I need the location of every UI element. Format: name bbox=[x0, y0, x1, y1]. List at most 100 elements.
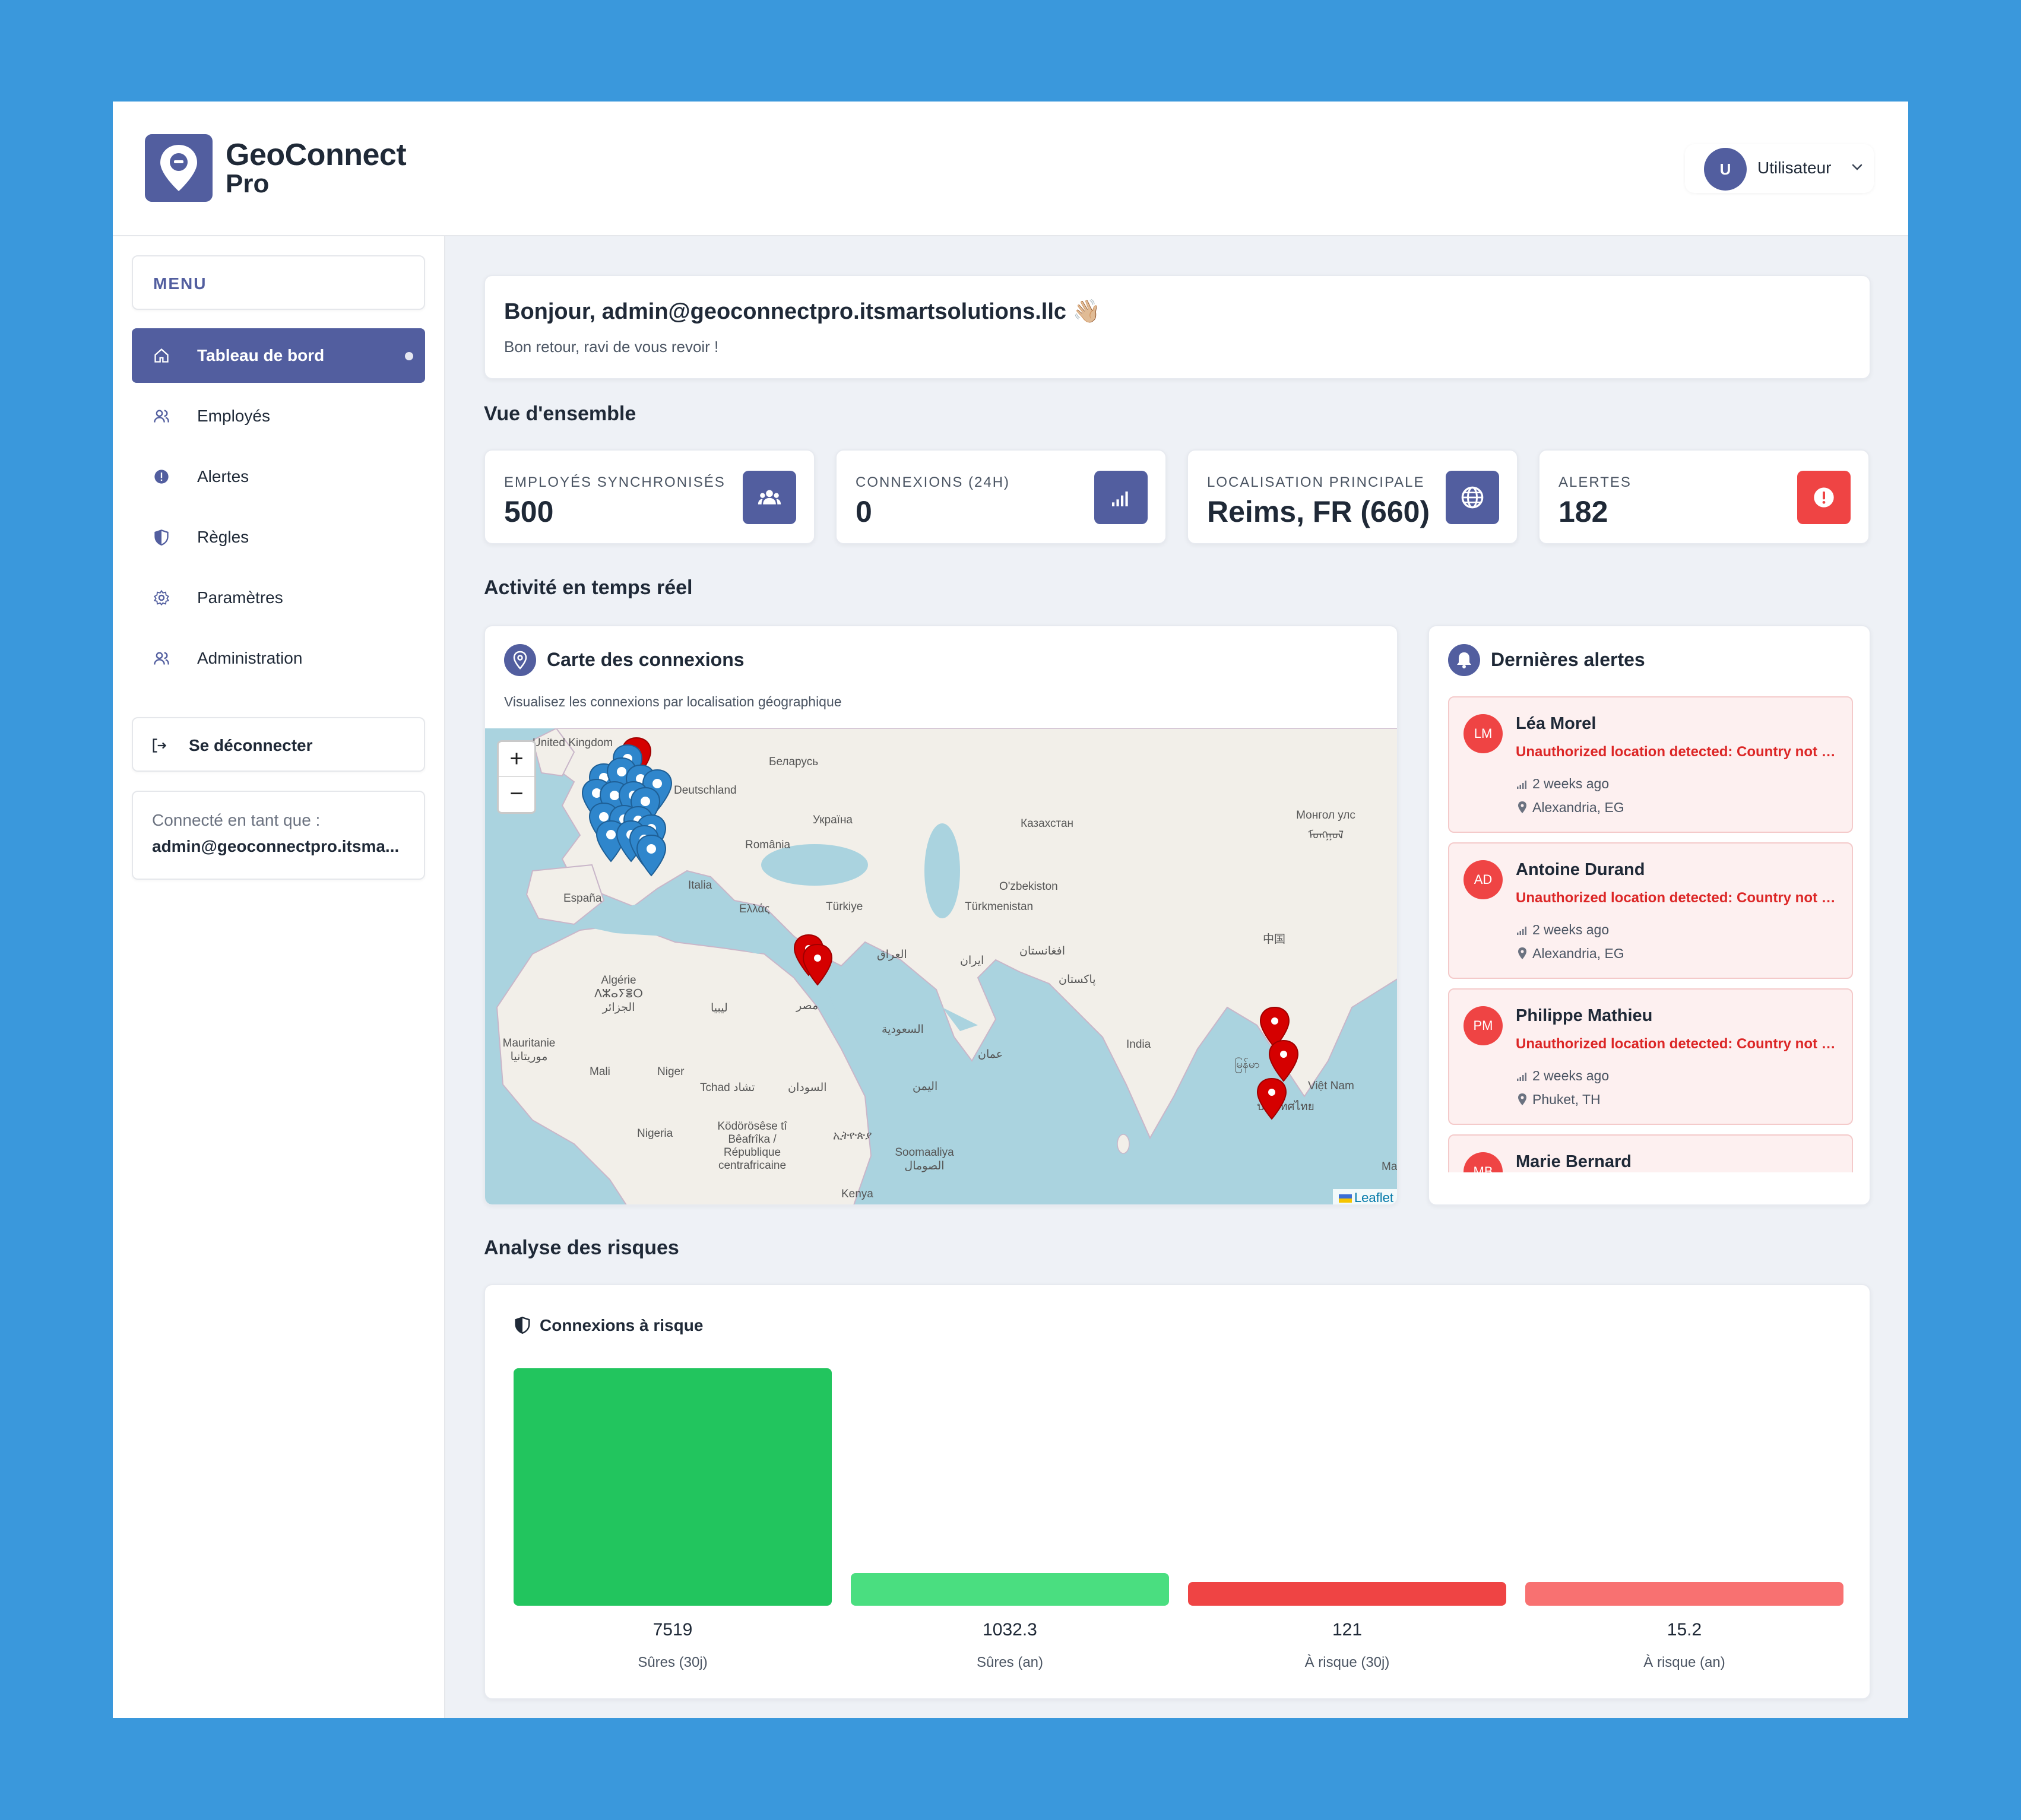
sidebar-item-regles[interactable]: Règles bbox=[132, 510, 425, 565]
alert-item[interactable]: AD Antoine Durand Unauthorized location … bbox=[1448, 842, 1853, 979]
avatar: LM bbox=[1464, 714, 1503, 753]
sidebar-item-label: Administration bbox=[197, 649, 303, 667]
app-window: GeoConnect Pro U Utilisateur MENU Tablea… bbox=[113, 102, 1908, 1718]
overview-title: Vue d'ensemble bbox=[484, 402, 636, 425]
alert-employee-name: Léa Morel bbox=[1516, 714, 1596, 733]
alert-item[interactable]: PM Philippe Mathieu Unauthorized locatio… bbox=[1448, 988, 1853, 1125]
alert-icon bbox=[1814, 487, 1834, 508]
logo[interactable] bbox=[145, 134, 213, 202]
map-label: Беларусь bbox=[769, 756, 819, 768]
stat-value: 0 bbox=[856, 495, 872, 528]
active-indicator bbox=[405, 352, 413, 360]
map-pin-icon-badge bbox=[504, 644, 536, 676]
map-label: မြန်မာ bbox=[1234, 1058, 1260, 1071]
sidebar-item-parametres[interactable]: Paramètres bbox=[132, 570, 425, 625]
globe-icon bbox=[1461, 486, 1484, 509]
map-label: السعودية bbox=[882, 1023, 924, 1036]
sidebar-item-administration[interactable]: Administration bbox=[132, 631, 425, 686]
connections-map[interactable]: United Kingdom Беларусь Deutschland Укра… bbox=[485, 728, 1397, 1205]
alert-item[interactable]: LM Léa Morel Unauthorized location detec… bbox=[1448, 696, 1853, 833]
risk-title: Analyse des risques bbox=[484, 1236, 679, 1259]
logout-icon bbox=[153, 738, 167, 753]
risk-card: Connexions à risque 7519 Sûres (30j) 1032.… bbox=[484, 1284, 1871, 1699]
user-menu-button[interactable]: U Utilisateur bbox=[1685, 144, 1874, 193]
map-label: España bbox=[563, 892, 602, 905]
stat-icon-box bbox=[743, 471, 796, 524]
map-label: پاکستان bbox=[1059, 974, 1096, 986]
map-label: ایران bbox=[960, 955, 984, 967]
map-label: Mali bbox=[590, 1066, 610, 1078]
stat-icon-box bbox=[1797, 471, 1851, 524]
sidebar-item-dashboard[interactable]: Tableau de bord bbox=[132, 328, 425, 383]
avatar: MB bbox=[1464, 1152, 1503, 1172]
sidebar-item-label: Règles bbox=[197, 528, 249, 546]
bell-icon-badge bbox=[1448, 644, 1480, 676]
stat-card-alerts: ALERTES 182 bbox=[1538, 449, 1870, 544]
map-tiles bbox=[496, 728, 1397, 1204]
map-label: السودان bbox=[788, 1082, 827, 1094]
brand-suffix: Pro bbox=[226, 169, 270, 198]
risk-bar bbox=[1188, 1582, 1506, 1606]
risk-bar-value: 7519 bbox=[652, 1620, 693, 1640]
sidebar-item-employes[interactable]: Employés bbox=[132, 389, 425, 443]
alert-employee-name: Philippe Mathieu bbox=[1516, 1006, 1653, 1025]
map-label: ليبيا bbox=[711, 1002, 728, 1014]
sidebar-item-label: Tableau de bord bbox=[197, 346, 325, 364]
activity-title: Activité en temps réel bbox=[484, 576, 693, 599]
stat-label: ALERTES bbox=[1558, 474, 1632, 490]
map-label: România bbox=[745, 839, 791, 851]
stat-card-connections: CONNEXIONS (24H) 0 bbox=[835, 449, 1167, 544]
map-label: Україна bbox=[813, 814, 853, 826]
zoom-in-button[interactable]: + bbox=[499, 742, 534, 777]
alert-item[interactable]: MB Marie Bernard bbox=[1448, 1134, 1853, 1172]
stat-card-employees: EMPLOYÉS SYNCHRONISÉS 500 bbox=[484, 449, 815, 544]
alert-message: Unauthorized location detected: Country … bbox=[1516, 1036, 1841, 1052]
zoom-out-button[interactable]: − bbox=[509, 781, 524, 807]
map-label: ኢትዮጵያ bbox=[833, 1130, 872, 1142]
alert-employee-name: Antoine Durand bbox=[1516, 860, 1645, 879]
chevron-down-icon bbox=[1852, 164, 1862, 170]
attribution-label: Leaflet bbox=[1354, 1190, 1393, 1205]
shield-icon bbox=[515, 1317, 530, 1334]
map-label: Soomaaliya الصومال bbox=[895, 1146, 954, 1172]
map-label: Việt Nam bbox=[1308, 1080, 1354, 1092]
signal-icon bbox=[1517, 1073, 1526, 1081]
map-pin-logo-icon bbox=[160, 145, 197, 191]
risk-bar-label: Sûres (30j) bbox=[638, 1654, 708, 1670]
alerts-title: Dernières alertes bbox=[1491, 649, 1645, 670]
alerts-list[interactable]: LM Léa Morel Unauthorized location detec… bbox=[1448, 696, 1853, 1172]
map-label: مصر bbox=[796, 1000, 819, 1012]
map-label: Mauritanie موريتانيا bbox=[502, 1037, 556, 1063]
map-pin-icon bbox=[1518, 947, 1526, 959]
connected-user-panel: Connecté en tant que : admin@geoconnectp… bbox=[132, 791, 425, 880]
map-label: O'zbekiston bbox=[999, 880, 1058, 893]
signal-icon bbox=[1112, 492, 1128, 506]
map-label: Казахстан bbox=[1021, 817, 1074, 830]
avatar: PM bbox=[1464, 1006, 1503, 1045]
logout-button[interactable]: Se déconnecter bbox=[132, 717, 425, 772]
risk-bar bbox=[1525, 1582, 1843, 1606]
greeting-title: Bonjour, admin@geoconnectpro.itsmartsolu… bbox=[504, 299, 1101, 324]
alert-circle-icon bbox=[154, 470, 169, 484]
sidebar-item-alertes[interactable]: Alertes bbox=[132, 449, 425, 504]
risk-bar-label: À risque (30j) bbox=[1304, 1654, 1390, 1670]
map-label: Niger bbox=[657, 1066, 685, 1078]
alert-message: Unauthorized location detected: Country … bbox=[1516, 890, 1841, 906]
map-zoom-control: + − bbox=[497, 740, 536, 814]
sidebar-item-label: Employés bbox=[197, 407, 270, 425]
map-label: Ködörösêse tî Bêafrîka / République cent… bbox=[717, 1120, 787, 1172]
map-label: اليمن bbox=[913, 1080, 938, 1093]
map-label: Algérie ⴷⵣⴰⵢⴻⵔ الجزائر bbox=[594, 974, 644, 1014]
sidebar: MENU Tableau de bord Employés Alertes Rè… bbox=[113, 236, 445, 1718]
stat-icon-box bbox=[1446, 471, 1499, 524]
alert-location: Phuket, TH bbox=[1532, 1092, 1601, 1107]
signal-icon bbox=[1517, 781, 1526, 789]
map-attribution-link[interactable]: Leaflet bbox=[1332, 1189, 1397, 1205]
map-card: Carte des connexions Visualisez les conn… bbox=[484, 625, 1398, 1206]
alert-employee-name: Marie Bernard bbox=[1516, 1152, 1632, 1171]
map-label: Deutschland bbox=[674, 784, 737, 797]
stat-value: 182 bbox=[1558, 495, 1608, 528]
stat-label: LOCALISATION PRINCIPALE bbox=[1207, 474, 1425, 490]
map-label: Nigeria bbox=[637, 1127, 673, 1140]
alerts-card: Dernières alertes LM Léa Morel Unauthori… bbox=[1428, 625, 1871, 1206]
